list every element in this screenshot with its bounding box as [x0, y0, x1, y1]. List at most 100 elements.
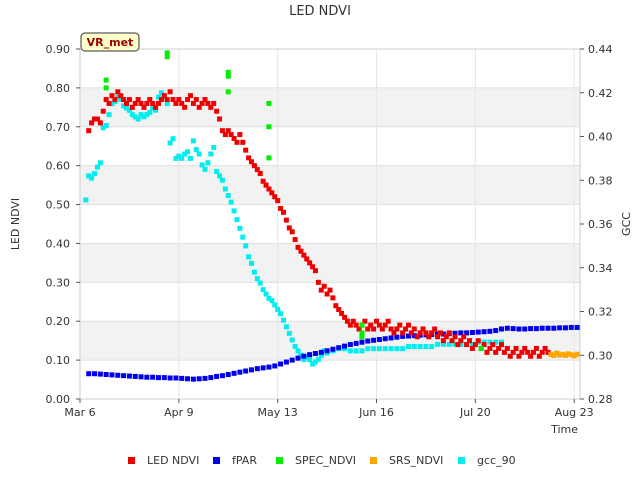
point-led-ndvi — [330, 295, 336, 301]
point-fpar — [254, 366, 260, 372]
point-gcc-90 — [452, 341, 458, 347]
point-led-ndvi — [516, 353, 522, 359]
point-led-ndvi — [414, 334, 420, 340]
point-led-ndvi — [333, 303, 339, 309]
point-led-ndvi — [234, 139, 240, 145]
point-srs-ndvi — [562, 352, 568, 358]
point-led-ndvi — [321, 283, 327, 289]
point-fpar — [574, 324, 580, 330]
point-spec-ndvi — [359, 330, 365, 336]
y-tick-label-right: 0.28 — [588, 393, 613, 406]
point-led-ndvi — [269, 190, 275, 196]
point-led-ndvi — [89, 120, 95, 126]
point-led-ndvi — [272, 194, 278, 200]
point-led-ndvi — [536, 353, 542, 359]
point-led-ndvi — [507, 353, 513, 359]
point-fpar — [144, 374, 150, 380]
point-fpar — [289, 357, 295, 363]
point-gcc-90 — [307, 357, 313, 363]
point-led-ndvi — [347, 322, 353, 328]
point-gcc-90 — [388, 346, 394, 352]
point-led-ndvi — [440, 338, 446, 344]
x-tick-label: Aug 23 — [555, 406, 594, 419]
point-fpar — [330, 346, 336, 352]
point-gcc-90 — [440, 341, 446, 347]
point-led-ndvi — [126, 97, 132, 103]
point-led-ndvi — [525, 349, 531, 355]
point-srs-ndvi — [565, 351, 571, 357]
point-gcc-90 — [254, 276, 260, 282]
point-gcc-90 — [86, 173, 92, 179]
point-led-ndvi — [280, 209, 286, 215]
point-gcc-90 — [275, 306, 281, 312]
point-gcc-90 — [132, 114, 138, 120]
point-led-ndvi — [350, 318, 356, 324]
point-gcc-90 — [458, 341, 464, 347]
point-fpar — [469, 330, 475, 335]
site-badge-box — [80, 32, 140, 52]
point-led-ndvi — [420, 326, 426, 332]
point-led-ndvi — [115, 89, 121, 95]
point-led-ndvi — [222, 132, 228, 138]
point-fpar — [376, 337, 382, 342]
point-gcc-90 — [376, 346, 382, 352]
point-fpar — [562, 325, 568, 331]
point-gcc-90 — [225, 193, 231, 199]
point-fpar — [266, 364, 272, 370]
point-led-ndvi — [464, 342, 470, 348]
point-led-ndvi — [97, 120, 103, 126]
point-srs-ndvi — [571, 353, 577, 359]
point-spec-ndvi — [266, 100, 272, 106]
x-tick-label: Apr 9 — [164, 406, 194, 419]
point-gcc-90 — [405, 344, 411, 349]
point-srs-ndvi — [554, 350, 560, 356]
point-fpar — [121, 373, 127, 379]
point-gcc-90 — [164, 101, 170, 107]
y-tick-label-left: 0.20 — [46, 315, 71, 328]
point-srs-ndvi — [557, 352, 563, 358]
point-led-ndvi — [176, 97, 182, 103]
legend-item-srs-ndvi: SRS_NDVI — [370, 454, 443, 467]
point-gcc-90 — [240, 234, 246, 240]
point-led-ndvi — [237, 132, 243, 138]
point-gcc-90 — [124, 105, 130, 111]
point-gcc-90 — [243, 243, 249, 249]
point-led-ndvi — [211, 100, 217, 106]
x-tick-label: Jun 16 — [358, 406, 394, 419]
point-gcc-90 — [182, 151, 188, 157]
legend-swatch — [458, 457, 465, 464]
point-led-ndvi — [344, 318, 350, 324]
point-gcc-90 — [167, 140, 173, 146]
point-led-ndvi — [185, 97, 191, 103]
point-fpar — [312, 351, 318, 356]
point-fpar — [388, 335, 394, 341]
point-led-ndvi — [173, 100, 179, 106]
point-led-ndvi — [205, 100, 211, 106]
chart-title: LED NDVI — [289, 4, 351, 19]
point-led-ndvi — [458, 338, 464, 344]
point-fpar — [493, 328, 499, 334]
point-led-ndvi — [443, 334, 449, 340]
point-gcc-90 — [249, 260, 255, 266]
point-fpar — [260, 365, 266, 371]
point-led-ndvi — [371, 326, 377, 332]
point-led-ndvi — [147, 97, 153, 103]
point-gcc-90 — [155, 94, 161, 100]
point-spec-ndvi — [164, 54, 170, 60]
point-fpar — [278, 361, 284, 367]
point-led-ndvi — [112, 97, 118, 103]
y-tick-label-right: 0.42 — [588, 87, 613, 100]
point-gcc-90 — [217, 173, 223, 179]
point-fpar — [347, 342, 353, 348]
series-fpar — [86, 324, 580, 382]
point-led-ndvi — [298, 248, 304, 254]
point-led-ndvi — [109, 93, 115, 99]
point-gcc-90 — [103, 123, 109, 129]
point-fpar — [336, 345, 342, 351]
point-led-ndvi — [243, 147, 249, 153]
point-led-ndvi — [179, 100, 185, 106]
point-gcc-90 — [400, 346, 406, 352]
point-gcc-90 — [411, 344, 417, 349]
point-gcc-90 — [100, 125, 106, 131]
point-gcc-90 — [234, 217, 240, 223]
